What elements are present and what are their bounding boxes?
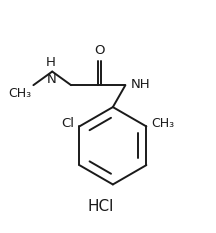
- Text: CH₃: CH₃: [8, 87, 31, 100]
- Text: Cl: Cl: [61, 117, 74, 130]
- Text: N: N: [46, 73, 56, 86]
- Text: O: O: [94, 44, 105, 57]
- Text: HCl: HCl: [87, 199, 113, 214]
- Text: NH: NH: [131, 78, 150, 91]
- Text: H: H: [46, 56, 56, 69]
- Text: CH₃: CH₃: [152, 117, 175, 130]
